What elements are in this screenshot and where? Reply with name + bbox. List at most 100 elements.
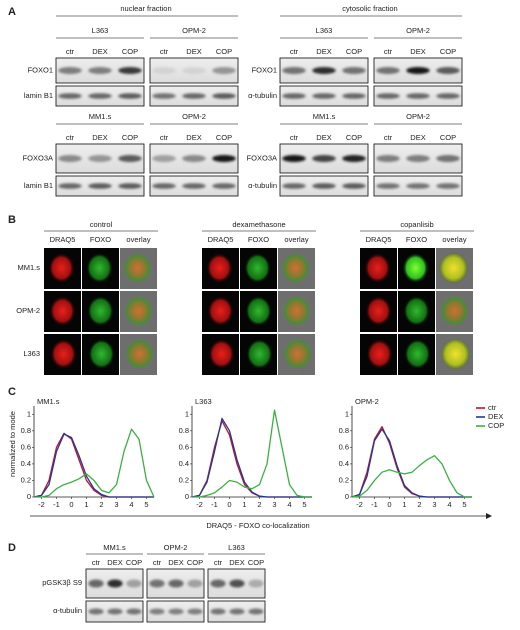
cell: [123, 253, 152, 283]
lane-label: COP: [126, 558, 142, 567]
band: [342, 183, 366, 189]
y-tick-label: 0.6: [21, 442, 31, 451]
channel-label: overlay: [284, 235, 308, 244]
arrow-head: [486, 513, 492, 519]
cell-line: OPM-2: [182, 26, 206, 35]
cell: [440, 296, 469, 326]
band: [376, 183, 400, 189]
band: [126, 579, 142, 588]
y-tick-label: 0.8: [339, 426, 349, 435]
cell-line: OPM-2: [406, 112, 430, 121]
band: [88, 183, 112, 189]
band: [88, 579, 104, 588]
band: [342, 155, 366, 162]
cell-line: OPM-2: [182, 112, 206, 121]
x-tick-label: 4: [447, 500, 451, 509]
cell: [364, 253, 391, 283]
band: [58, 183, 82, 189]
cell: [244, 253, 271, 283]
condition-title: copanlisib: [400, 220, 433, 229]
panel-label: B: [8, 214, 16, 226]
y-tick-label: 0.8: [179, 426, 189, 435]
lane-label: ctr: [384, 133, 393, 142]
x-tick-label: 4: [287, 500, 291, 509]
y-tick-label: 0: [185, 492, 189, 501]
band: [118, 93, 142, 99]
x-tick-label: 5: [302, 500, 306, 509]
channel-label: DRAQ5: [366, 235, 392, 244]
y-axis-label: normalized to mode: [8, 411, 17, 477]
channel-label: FOXO: [248, 235, 269, 244]
y-tick-label: 0.2: [339, 475, 349, 484]
cell: [365, 296, 392, 326]
lane-label: COP: [187, 558, 203, 567]
band: [212, 183, 236, 189]
lane-label: COP: [440, 47, 456, 56]
band: [248, 608, 264, 615]
cell: [48, 253, 75, 283]
band: [58, 67, 82, 74]
legend-label: COP: [488, 421, 504, 430]
cell: [283, 339, 312, 369]
band: [107, 579, 123, 588]
x-tick-label: 0: [227, 500, 231, 509]
cell: [366, 339, 393, 369]
x-tick-label: 0: [69, 500, 73, 509]
protein-label: lamin B1: [24, 91, 53, 100]
series-line: [33, 433, 154, 498]
x-tick-label: 0: [387, 500, 391, 509]
lane-label: DEX: [186, 47, 201, 56]
band: [182, 183, 206, 189]
cell: [404, 339, 431, 369]
cell: [208, 339, 235, 369]
x-tick-label: 1: [402, 500, 406, 509]
x-tick-label: -2: [356, 500, 363, 509]
lane-label: COP: [122, 47, 138, 56]
band: [406, 67, 430, 74]
x-tick-label: 2: [99, 500, 103, 509]
lane-label: DEX: [410, 133, 425, 142]
cell-line: OPM-2: [406, 26, 430, 35]
x-tick-label: 3: [432, 500, 436, 509]
protein-label: α-tubulin: [248, 91, 277, 100]
row-label: MM1.s: [18, 263, 41, 272]
band: [282, 155, 306, 162]
lane-label: ctr: [384, 47, 393, 56]
cell-line: MM1.s: [89, 112, 112, 121]
y-tick-label: 1: [185, 409, 189, 418]
panel-label: C: [8, 386, 16, 398]
cell: [245, 296, 272, 326]
channel-label: DRAQ5: [208, 235, 234, 244]
cell: [282, 296, 311, 326]
lane-label: DEX: [168, 558, 183, 567]
cell: [403, 296, 430, 326]
lane-label: ctr: [66, 133, 75, 142]
fraction-title: nuclear fraction: [120, 4, 171, 13]
y-tick-label: 0: [27, 492, 31, 501]
lane-label: ctr: [92, 558, 101, 567]
band: [436, 155, 460, 162]
chart-title: OPM-2: [355, 397, 379, 406]
cell: [206, 253, 233, 283]
band: [212, 67, 236, 74]
band: [282, 67, 306, 74]
band: [212, 93, 236, 99]
cell: [49, 296, 76, 326]
band: [126, 608, 142, 615]
band: [436, 93, 460, 99]
legend-label: ctr: [488, 403, 497, 412]
band: [312, 155, 336, 162]
chart-title: MM1.s: [37, 397, 60, 406]
lane-label: DEX: [107, 558, 122, 567]
protein-label: FOXO1: [252, 65, 277, 74]
band: [342, 93, 366, 99]
condition-title: control: [90, 220, 113, 229]
series-line: [192, 409, 312, 498]
cell: [441, 339, 470, 369]
band: [376, 155, 400, 162]
lane-label: COP: [216, 133, 232, 142]
cell: [207, 296, 234, 326]
y-tick-label: 0.6: [339, 442, 349, 451]
cell: [87, 296, 114, 326]
